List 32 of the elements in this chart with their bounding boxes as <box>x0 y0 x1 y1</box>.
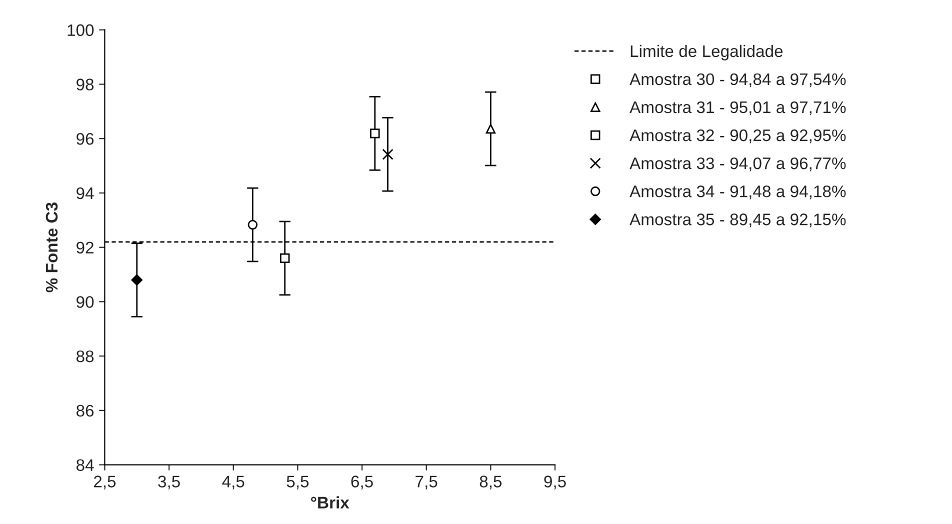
y-tick-label: 84 <box>76 459 94 471</box>
legend-label: Amostra 30 - 94,84 a 97,54% <box>630 73 846 88</box>
x-tick-label: 4,5 <box>222 476 244 490</box>
point <box>280 253 290 264</box>
x-axis-title: °Brix <box>311 496 350 508</box>
y-tick-label: 96 <box>76 133 94 145</box>
legend-label: Amostra 35 - 89,45 a 92,15% <box>630 214 846 228</box>
legend-label: Limite de Legalidade <box>630 44 783 60</box>
y-tick-label: 92 <box>76 242 94 254</box>
x-tick-label: 5,5 <box>286 476 309 490</box>
x-tick-label: 8,5 <box>480 476 502 490</box>
y-tick-label: 90 <box>76 296 94 308</box>
point <box>370 128 380 138</box>
legend-label: Amostra 33 - 94,07 a 96,77% <box>630 157 846 172</box>
point <box>248 220 258 230</box>
x-tick-label: 7,5 <box>416 476 438 490</box>
point <box>131 274 142 286</box>
legend-label: Amostra 34 - 91,48 a 94,18% <box>630 185 846 200</box>
y-tick-label: 88 <box>76 350 94 362</box>
x-tick-label: 2,5 <box>94 476 116 490</box>
y-tick-label: 98 <box>76 78 94 90</box>
x-tick-label: 9,5 <box>544 476 566 490</box>
point <box>486 124 496 134</box>
y-tick-label: 94 <box>76 187 94 200</box>
y-tick-label: 100 <box>68 24 94 36</box>
point <box>382 148 394 160</box>
x-tick-label: 3,5 <box>158 476 180 490</box>
y-axis-title: % Fonte C3 <box>46 202 58 292</box>
legend-label: Amostra 31 - 95,01 a 97,71% <box>630 101 846 116</box>
y-tick-label: 86 <box>76 404 94 417</box>
legend-label: Amostra 32 - 90,25 a 92,95% <box>630 129 846 144</box>
x-tick-label: 6,5 <box>351 476 373 490</box>
